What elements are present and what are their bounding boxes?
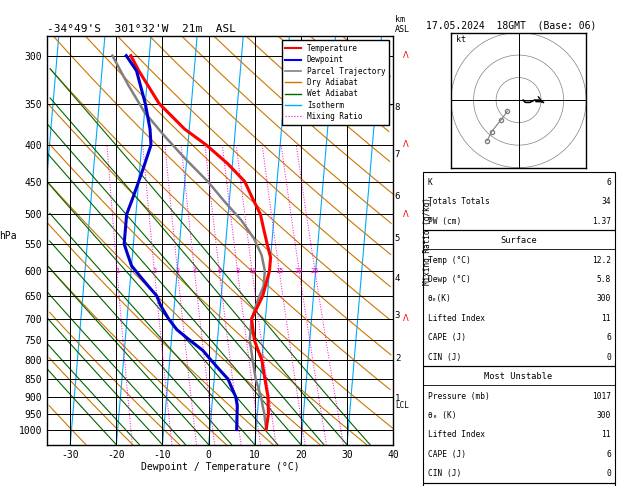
Text: 3: 3 bbox=[175, 268, 180, 274]
Text: 4: 4 bbox=[395, 274, 400, 282]
Text: kt: kt bbox=[455, 35, 465, 44]
Text: CIN (J): CIN (J) bbox=[428, 353, 461, 362]
Text: 1: 1 bbox=[395, 394, 400, 403]
Text: Λ: Λ bbox=[403, 140, 409, 150]
Text: 6: 6 bbox=[606, 178, 611, 187]
Text: 300: 300 bbox=[596, 411, 611, 420]
Legend: Temperature, Dewpoint, Parcel Trajectory, Dry Adiabat, Wet Adiabat, Isotherm, Mi: Temperature, Dewpoint, Parcel Trajectory… bbox=[282, 40, 389, 124]
Text: 6: 6 bbox=[395, 192, 400, 201]
Text: CIN (J): CIN (J) bbox=[428, 469, 461, 478]
Text: Λ: Λ bbox=[403, 210, 409, 219]
Text: Surface: Surface bbox=[500, 236, 537, 245]
Text: 0: 0 bbox=[606, 353, 611, 362]
Text: CAPE (J): CAPE (J) bbox=[428, 450, 465, 459]
Text: km
ASL: km ASL bbox=[395, 15, 410, 35]
Text: 2: 2 bbox=[395, 354, 400, 363]
Text: 6: 6 bbox=[606, 450, 611, 459]
Text: 300: 300 bbox=[596, 295, 611, 303]
Text: 0: 0 bbox=[606, 469, 611, 478]
Y-axis label: hPa: hPa bbox=[0, 230, 16, 241]
Text: θₑ(K): θₑ(K) bbox=[428, 295, 452, 303]
Text: 8: 8 bbox=[395, 104, 400, 112]
Text: -34°49'S  301°32'W  21m  ASL: -34°49'S 301°32'W 21m ASL bbox=[47, 24, 236, 35]
Text: θₑ (K): θₑ (K) bbox=[428, 411, 456, 420]
Text: Temp (°C): Temp (°C) bbox=[428, 256, 470, 264]
Text: 8: 8 bbox=[235, 268, 240, 274]
Text: Lifted Index: Lifted Index bbox=[428, 314, 485, 323]
Text: 2: 2 bbox=[152, 268, 157, 274]
Text: 12.2: 12.2 bbox=[592, 256, 611, 264]
Text: 17.05.2024  18GMT  (Base: 06): 17.05.2024 18GMT (Base: 06) bbox=[426, 20, 596, 31]
Text: 10: 10 bbox=[248, 268, 256, 274]
Text: K: K bbox=[428, 178, 433, 187]
Text: Λ: Λ bbox=[403, 314, 409, 323]
Text: 1: 1 bbox=[115, 268, 119, 274]
X-axis label: Dewpoint / Temperature (°C): Dewpoint / Temperature (°C) bbox=[141, 462, 299, 472]
Text: 4: 4 bbox=[192, 268, 197, 274]
Text: 5.8: 5.8 bbox=[596, 275, 611, 284]
Text: Mixing Ratio (g/kg): Mixing Ratio (g/kg) bbox=[423, 197, 431, 284]
Text: CAPE (J): CAPE (J) bbox=[428, 333, 465, 342]
Text: 1017: 1017 bbox=[592, 392, 611, 400]
Text: 20: 20 bbox=[295, 268, 303, 274]
Text: 1.37: 1.37 bbox=[592, 217, 611, 226]
Text: 7: 7 bbox=[395, 150, 400, 158]
Text: LCL: LCL bbox=[395, 401, 409, 411]
Text: 11: 11 bbox=[601, 431, 611, 439]
Text: 3: 3 bbox=[395, 311, 400, 320]
Text: Most Unstable: Most Unstable bbox=[484, 372, 553, 381]
Text: 6: 6 bbox=[217, 268, 221, 274]
Text: 11: 11 bbox=[601, 314, 611, 323]
Text: Totals Totals: Totals Totals bbox=[428, 197, 489, 206]
Text: Lifted Index: Lifted Index bbox=[428, 431, 485, 439]
Text: Λ: Λ bbox=[403, 51, 409, 60]
Text: 15: 15 bbox=[275, 268, 284, 274]
Text: Pressure (mb): Pressure (mb) bbox=[428, 392, 489, 400]
Text: PW (cm): PW (cm) bbox=[428, 217, 461, 226]
Text: 25: 25 bbox=[311, 268, 320, 274]
Text: 34: 34 bbox=[601, 197, 611, 206]
Text: 5: 5 bbox=[395, 234, 400, 243]
Text: 6: 6 bbox=[606, 333, 611, 342]
Text: Dewp (°C): Dewp (°C) bbox=[428, 275, 470, 284]
